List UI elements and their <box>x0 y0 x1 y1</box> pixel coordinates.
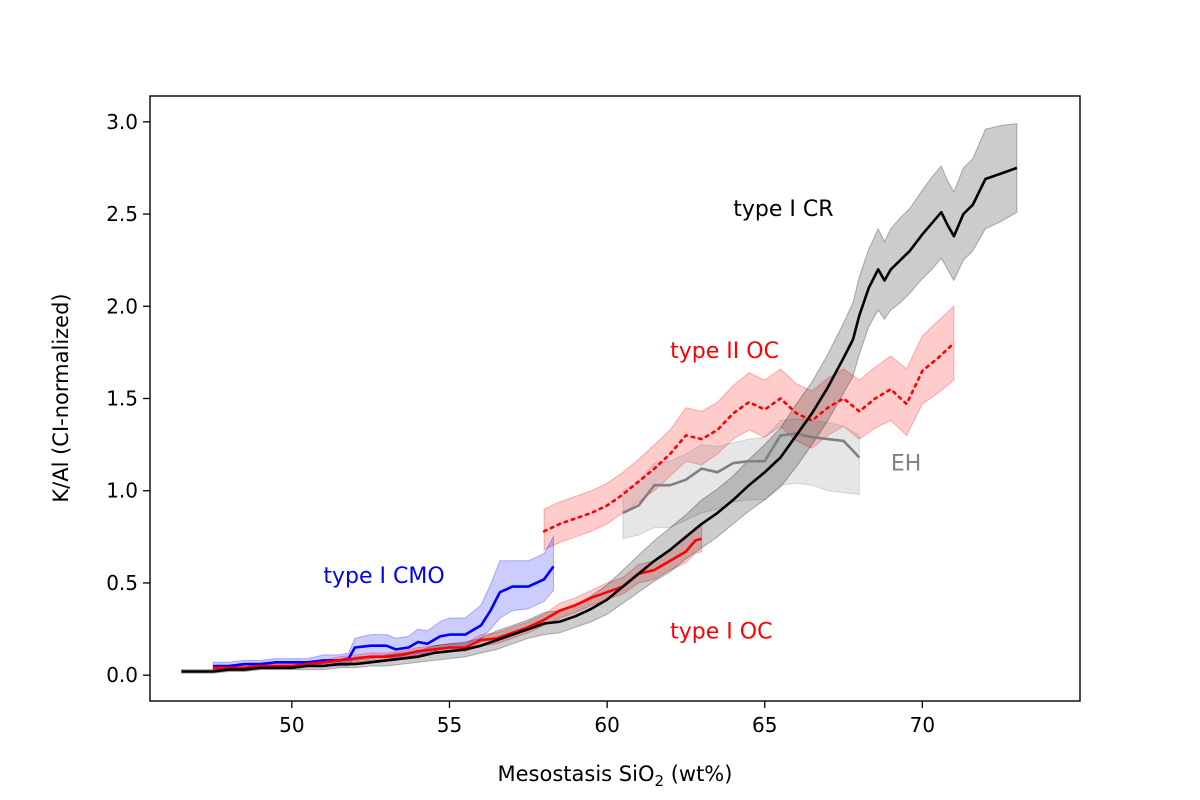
x-tick-label: 50 <box>279 713 304 737</box>
x-axis-label: Mesostasis SiO2 (wt%) <box>498 762 733 790</box>
band-eh <box>622 418 860 540</box>
y-tick-label: 1.0 <box>106 479 138 503</box>
band-type-i-oc <box>212 523 703 671</box>
confidence-bands <box>181 123 1018 674</box>
x-tick-label: 60 <box>594 713 619 737</box>
band-type-i-cr <box>181 123 1018 674</box>
y-tick-label: 0.5 <box>106 571 138 595</box>
y-tick-label: 1.5 <box>106 387 138 411</box>
line-type-ii-oc <box>542 341 956 533</box>
x-tick-label: 55 <box>437 713 462 737</box>
label-eh: EH <box>891 451 921 476</box>
x-axis-ticks: 50 55 60 65 70 <box>279 701 935 737</box>
label-type-i-oc: type I OC <box>670 619 772 644</box>
x-tick-label: 70 <box>910 713 935 737</box>
label-type-ii-oc: type II OC <box>670 339 779 364</box>
band-type-ii-oc <box>543 305 955 551</box>
line-type-i-cr <box>181 166 1018 673</box>
x-tick-label: 65 <box>752 713 777 737</box>
y-tick-label: 2.5 <box>106 202 138 226</box>
label-type-i-cr: type I CR <box>733 197 833 222</box>
y-tick-label: 0.0 <box>106 663 138 687</box>
line-eh <box>622 432 861 515</box>
y-axis-label: K/Al (CI-normalized) <box>49 293 73 502</box>
series-labels: type II OC EH type I CMO type I OC type I CR <box>323 197 921 644</box>
series-lines <box>181 166 1018 673</box>
y-tick-label: 2.0 <box>106 294 138 318</box>
y-tick-label: 3.0 <box>106 110 138 134</box>
y-axis-ticks: 0.0 0.5 1.0 1.5 2.0 2.5 3.0 <box>106 110 150 687</box>
label-type-i-cmo: type I CMO <box>323 564 444 589</box>
line-type-i-cmo <box>213 565 555 668</box>
band-type-i-cmo <box>212 534 554 671</box>
